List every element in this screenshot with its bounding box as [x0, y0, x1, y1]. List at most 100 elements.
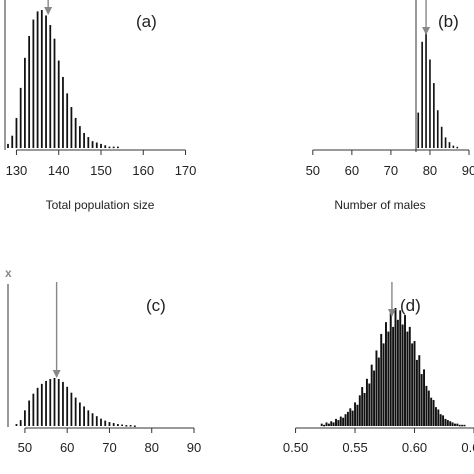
- bar: [382, 343, 385, 426]
- x-tick-label: 150: [90, 163, 112, 178]
- bar: [417, 112, 420, 148]
- bar: [375, 350, 378, 426]
- bar: [32, 19, 35, 149]
- bar: [28, 400, 31, 426]
- bar: [62, 76, 64, 148]
- bar: [28, 35, 31, 148]
- bar: [344, 414, 347, 426]
- bar: [53, 38, 56, 148]
- bar: [385, 322, 387, 426]
- bar: [49, 378, 52, 426]
- bar: [408, 326, 411, 426]
- bar: [7, 143, 9, 148]
- x-tick-label: 70: [102, 440, 116, 455]
- bar: [368, 383, 371, 426]
- bar: [19, 87, 22, 148]
- bar: [442, 415, 445, 426]
- bar: [104, 145, 107, 148]
- panel-c-bars: [15, 378, 136, 428]
- x-tick-label: 0.65: [461, 440, 474, 455]
- bar: [117, 146, 119, 149]
- bar: [436, 110, 439, 148]
- panel-d-x-tick-labels: 0.50 0.55 0.60 0.65: [283, 440, 474, 455]
- bar: [121, 424, 124, 427]
- panel-a: 130 140 150 160 170 (a) Total population siz…: [4, 0, 197, 212]
- bar: [15, 117, 18, 148]
- bar: [112, 423, 115, 426]
- bar: [24, 57, 26, 148]
- bar: [117, 424, 119, 426]
- bar: [337, 420, 340, 426]
- bar: [389, 312, 392, 426]
- bar: [15, 424, 18, 426]
- bar: [439, 414, 442, 426]
- bar: [349, 408, 352, 426]
- bar: [437, 409, 440, 426]
- bar: [373, 370, 376, 426]
- panel-a-x-ticks: [15, 150, 187, 155]
- bar: [133, 425, 136, 428]
- bar: [78, 126, 81, 148]
- panel-d-label: (d): [400, 296, 421, 315]
- bar: [332, 422, 335, 426]
- bar: [49, 25, 52, 149]
- bar: [330, 421, 333, 426]
- bar: [456, 146, 459, 149]
- bar: [358, 395, 361, 426]
- bar: [463, 424, 466, 427]
- panel-d-x-ticks: [295, 428, 474, 433]
- bar: [74, 397, 77, 426]
- bar: [74, 117, 77, 148]
- panel-c-y-label: x: [5, 266, 12, 280]
- panel-c: x 50 60 70 80 90 (c): [5, 266, 201, 455]
- bar: [32, 393, 35, 426]
- bar: [95, 142, 98, 148]
- bar: [45, 15, 47, 148]
- bar: [418, 355, 421, 426]
- bar: [87, 137, 90, 148]
- bar: [432, 400, 435, 426]
- bar: [452, 145, 455, 148]
- x-tick-label: 80: [423, 163, 437, 178]
- panel-b: 50 60 70 80 90 (b) Number of males: [306, 0, 474, 212]
- bar: [458, 424, 461, 427]
- panel-b-marker-arrowhead: [422, 27, 431, 35]
- bar: [434, 407, 437, 426]
- bar: [433, 83, 435, 148]
- x-tick-label: 0.50: [283, 440, 308, 455]
- bar: [453, 423, 456, 426]
- bar: [451, 422, 454, 426]
- panel-c-label: (c): [146, 296, 166, 315]
- bar: [83, 406, 85, 426]
- bar: [399, 310, 402, 426]
- bar: [323, 424, 326, 427]
- panel-a-x-axis-title: Total population size: [46, 198, 155, 212]
- panel-c-marker-arrowhead: [52, 370, 61, 378]
- bar: [83, 132, 85, 148]
- bar: [380, 333, 383, 426]
- bar: [396, 319, 399, 426]
- bar: [411, 343, 414, 426]
- bar: [78, 402, 81, 426]
- bar: [363, 392, 366, 426]
- panel-c-x-ticks: [24, 428, 195, 433]
- panel-a-label: (a): [136, 12, 157, 31]
- x-tick-label: 170: [175, 163, 197, 178]
- bar: [392, 326, 395, 426]
- panel-b-x-ticks: [312, 150, 470, 155]
- x-tick-label: 140: [48, 163, 70, 178]
- x-tick-label: 50: [306, 163, 320, 178]
- panel-a-marker-arrowhead: [44, 7, 53, 15]
- bar: [370, 364, 373, 426]
- bar: [45, 380, 47, 426]
- bar: [440, 126, 443, 148]
- panel-b-bars: [417, 30, 459, 149]
- panel-d-bars: [320, 308, 466, 427]
- bar: [104, 420, 107, 426]
- bar: [342, 417, 345, 426]
- panel-a-x-tick-labels: 130 140 150 160 170: [6, 163, 197, 178]
- panel-c-x-tick-labels: 50 60 70 80 90: [18, 440, 202, 455]
- bar: [404, 315, 406, 426]
- x-tick-label: 60: [60, 440, 74, 455]
- bar: [70, 107, 73, 148]
